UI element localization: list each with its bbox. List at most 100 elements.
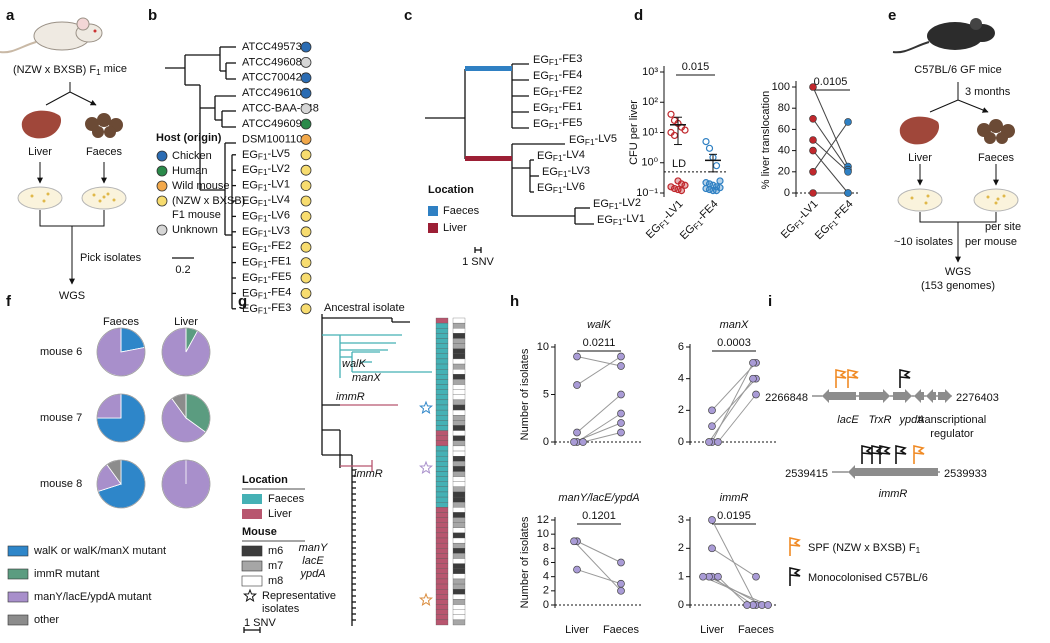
location-cell bbox=[435, 527, 449, 534]
y-tick-label: 100 bbox=[772, 81, 790, 93]
host-dot bbox=[300, 118, 312, 130]
location-cell bbox=[435, 502, 449, 508]
data-point bbox=[617, 419, 625, 427]
mouse-cell bbox=[452, 338, 466, 344]
gene-arrow bbox=[893, 389, 912, 403]
chart-title: manY/lacE/ypdA bbox=[558, 492, 639, 504]
location-cell bbox=[435, 466, 449, 472]
host-dot bbox=[300, 57, 312, 68]
y-axis-label: Number of isolates bbox=[519, 516, 531, 608]
panel-letter: g bbox=[238, 293, 247, 310]
pair-line bbox=[708, 378, 754, 443]
coordinate: 2276403 bbox=[956, 392, 999, 404]
mutation-flag bbox=[789, 567, 801, 586]
location-cell bbox=[435, 379, 449, 385]
mouse-cell bbox=[452, 450, 466, 457]
location-cell bbox=[435, 358, 449, 365]
legend-label: m7 bbox=[268, 560, 283, 572]
location-bar bbox=[465, 156, 512, 161]
host-dot bbox=[300, 133, 312, 145]
mutation-label: lacE bbox=[302, 555, 324, 567]
mouse-cell bbox=[452, 455, 466, 462]
gene-label: TrxR bbox=[868, 414, 891, 426]
y-tick-label: 0 bbox=[543, 599, 549, 611]
caption: C57BL/6 GF mice bbox=[914, 64, 1001, 76]
data-point bbox=[708, 516, 716, 524]
mouse-cell bbox=[452, 399, 466, 406]
location-cell bbox=[435, 461, 449, 467]
location-cell bbox=[435, 594, 449, 600]
host-dot bbox=[300, 210, 312, 222]
mouse-cell bbox=[452, 379, 466, 385]
host-dot bbox=[300, 241, 312, 253]
p-value: 0.0195 bbox=[717, 510, 751, 522]
location-cell bbox=[435, 389, 449, 395]
data-point bbox=[617, 586, 625, 595]
leaf-label: ATCC49609 bbox=[242, 118, 302, 130]
mouse-cell bbox=[452, 322, 466, 329]
caption: Faeces bbox=[86, 146, 123, 158]
caption: WGS bbox=[945, 266, 971, 278]
host-dot bbox=[300, 303, 312, 315]
caption: Liver bbox=[908, 152, 932, 164]
location-cell bbox=[435, 348, 449, 354]
pair-line bbox=[711, 362, 754, 443]
location-cell bbox=[435, 599, 449, 605]
legend-title: Location bbox=[428, 184, 474, 196]
pair-line bbox=[812, 86, 849, 167]
leaf-label: EGF1-LV1 bbox=[597, 213, 645, 227]
leaf-label: EGF1-LV2 bbox=[593, 197, 641, 211]
panel-letter: f bbox=[6, 293, 12, 310]
data-point bbox=[714, 572, 722, 581]
caption: 3 months bbox=[965, 86, 1011, 98]
location-cell bbox=[435, 338, 449, 344]
leaf-label: EGF1-FE1 bbox=[242, 256, 291, 270]
mouse-cell bbox=[452, 594, 466, 600]
legend-dot bbox=[156, 224, 168, 236]
legend-label: manY/lacE/ypdA mutant bbox=[34, 591, 151, 603]
location-cell bbox=[435, 604, 449, 610]
data-point bbox=[667, 183, 675, 191]
data-point bbox=[708, 422, 716, 431]
data-point bbox=[617, 428, 625, 437]
mouse-cell bbox=[452, 496, 466, 503]
mouse-cell bbox=[452, 363, 466, 370]
location-cell bbox=[435, 532, 449, 539]
location-cell bbox=[435, 425, 449, 431]
leaf-label: EGF1-FE5 bbox=[533, 117, 582, 131]
legend-label: Liver bbox=[268, 508, 292, 520]
leaf-label: EGF1-LV1 bbox=[242, 179, 290, 193]
row-label: mouse 8 bbox=[40, 478, 82, 490]
y-tick-label: 10² bbox=[642, 96, 658, 108]
data-point bbox=[752, 390, 760, 399]
gene-label: ypdA bbox=[898, 414, 924, 426]
location-cell bbox=[435, 537, 449, 544]
mutation-flag bbox=[895, 445, 907, 464]
legend-dot bbox=[156, 180, 168, 192]
mouse-cell bbox=[452, 589, 466, 595]
host-dot bbox=[300, 164, 312, 176]
mutation-flag bbox=[789, 537, 801, 556]
p-value: 0.015 bbox=[682, 61, 710, 73]
mutation-flag bbox=[899, 369, 911, 388]
data-point bbox=[617, 558, 625, 567]
mutation-label: ypdA bbox=[299, 568, 325, 580]
location-cell bbox=[435, 558, 449, 564]
pair-line bbox=[582, 432, 622, 443]
location-cell bbox=[435, 394, 449, 401]
location-cell bbox=[435, 363, 449, 370]
data-point bbox=[749, 358, 757, 367]
data-point bbox=[809, 168, 817, 176]
mouse-cell bbox=[452, 471, 466, 477]
legend-title: Mouse bbox=[242, 526, 277, 538]
location-cell bbox=[435, 476, 449, 482]
gene-arrow bbox=[822, 389, 856, 403]
mouse-cell bbox=[452, 435, 466, 441]
location-cell bbox=[435, 507, 449, 513]
legend-label: Unknown bbox=[172, 224, 218, 236]
mutation-flag bbox=[835, 369, 847, 388]
mouse-cell bbox=[452, 409, 466, 416]
mouse-cell bbox=[452, 558, 466, 564]
y-tick-label: 5 bbox=[543, 388, 549, 400]
